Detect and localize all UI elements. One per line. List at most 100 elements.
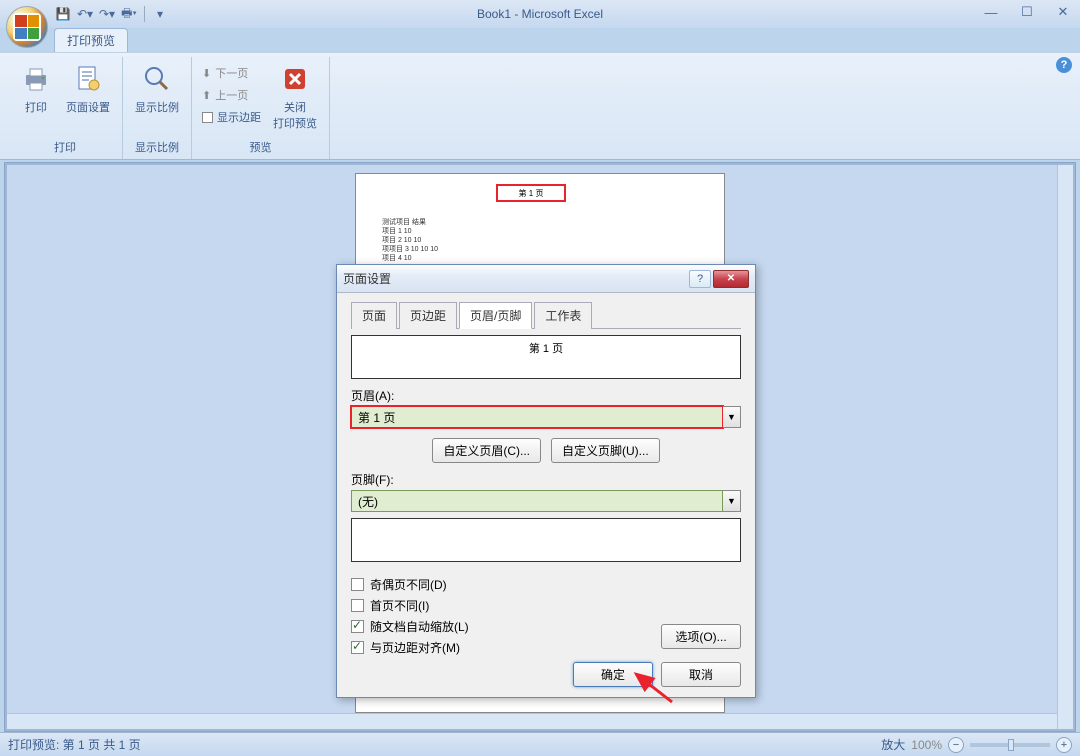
zoom-thumb[interactable] xyxy=(1008,739,1014,751)
zoom-in-button[interactable]: + xyxy=(1056,737,1072,753)
zoom-out-button[interactable]: − xyxy=(948,737,964,753)
page-setup-label: 页面设置 xyxy=(66,99,110,115)
window-title: Book1 - Microsoft Excel xyxy=(477,7,603,21)
tab-sheet[interactable]: 工作表 xyxy=(534,302,592,329)
status-right: 放大 100% − + xyxy=(881,736,1072,753)
dialog-titlebar[interactable]: 页面设置 ? ✕ xyxy=(337,265,755,293)
print-button[interactable]: 打印 xyxy=(14,59,58,119)
quick-access-toolbar: 💾 ↶▾ ↷▾ 🖶▾ ▾ xyxy=(54,5,169,23)
prev-page-button: ⬆ 上一页 xyxy=(198,85,265,105)
header-combo[interactable]: 第 1 页 ▼ xyxy=(351,406,741,428)
close-button[interactable]: ✕ xyxy=(1052,3,1074,21)
dialog-body: 页面 页边距 页眉/页脚 工作表 第 1 页 页眉(A): 第 1 页 ▼ 自定… xyxy=(337,293,755,664)
page-setup-button[interactable]: 页面设置 xyxy=(60,59,116,119)
custom-header-button[interactable]: 自定义页眉(C)... xyxy=(432,438,541,463)
footer-preview xyxy=(351,518,741,562)
page-setup-dialog: 页面设置 ? ✕ 页面 页边距 页眉/页脚 工作表 第 1 页 页眉(A): 第… xyxy=(336,264,756,698)
dialog-title: 页面设置 xyxy=(343,270,391,287)
print-label: 打印 xyxy=(25,99,47,115)
dialog-tabs: 页面 页边距 页眉/页脚 工作表 xyxy=(351,301,741,329)
dialog-help-button[interactable]: ? xyxy=(689,270,711,288)
qat-customize-icon[interactable]: ▾ xyxy=(151,5,169,23)
odd-even-checkbox[interactable]: 奇偶页不同(D) xyxy=(351,576,741,593)
printer-icon xyxy=(20,63,52,95)
options-button[interactable]: 选项(O)... xyxy=(661,624,741,649)
group-zoom-label: 显示比例 xyxy=(135,137,179,157)
next-page-label: 下一页 xyxy=(215,65,248,81)
scale-doc-label: 随文档自动缩放(L) xyxy=(370,618,469,635)
dialog-close-button[interactable]: ✕ xyxy=(713,270,749,288)
content-title: 测试项目 结果 xyxy=(382,218,438,227)
qat-print-icon[interactable]: 🖶▾ xyxy=(120,5,138,23)
ribbon-group-preview: ⬇ 下一页 ⬆ 上一页 显示边距 关闭打印预览 预览 xyxy=(192,57,330,159)
page-header-text: 第 1 页 xyxy=(519,188,544,199)
page-content: 测试项目 结果 项目 1 10 项目 2 10 10 项项目 3 10 10 1… xyxy=(382,218,438,263)
chevron-down-icon[interactable]: ▼ xyxy=(723,490,741,512)
status-left: 打印预览: 第 1 页 共 1 页 xyxy=(8,736,141,753)
zoom-button[interactable]: 显示比例 xyxy=(129,59,185,119)
odd-even-label: 奇偶页不同(D) xyxy=(370,576,447,593)
close-preview-label: 关闭打印预览 xyxy=(273,99,317,131)
zoom-label[interactable]: 放大 xyxy=(881,736,905,753)
maximize-button[interactable]: ☐ xyxy=(1016,3,1038,21)
qat-separator xyxy=(144,6,145,22)
zoom-slider[interactable] xyxy=(970,743,1050,747)
checkbox-icon xyxy=(351,578,364,591)
zoom-label: 显示比例 xyxy=(135,99,179,115)
tab-page[interactable]: 页面 xyxy=(351,302,397,329)
prev-page-icon: ⬆ xyxy=(202,89,211,102)
status-bar: 打印预览: 第 1 页 共 1 页 放大 100% − + xyxy=(0,732,1080,756)
ok-button[interactable]: 确定 xyxy=(573,662,653,687)
group-preview-label: 预览 xyxy=(250,137,272,157)
custom-footer-button[interactable]: 自定义页脚(U)... xyxy=(551,438,660,463)
next-page-icon: ⬇ xyxy=(202,67,211,80)
checkbox-icon xyxy=(351,641,364,654)
minimize-button[interactable]: — xyxy=(980,3,1002,21)
group-print-label: 打印 xyxy=(54,137,76,157)
zoom-percent[interactable]: 100% xyxy=(911,738,942,752)
content-row: 项目 1 10 xyxy=(382,227,438,236)
ribbon-group-zoom: 显示比例 显示比例 xyxy=(123,57,192,159)
cancel-button[interactable]: 取消 xyxy=(661,662,741,687)
checkbox-icon xyxy=(351,599,364,612)
show-margins-label: 显示边距 xyxy=(217,109,261,125)
dialog-footer: 确定 取消 xyxy=(573,662,741,687)
content-row: 项目 2 10 10 xyxy=(382,236,438,245)
magnifier-icon xyxy=(141,63,173,95)
horizontal-scrollbar[interactable] xyxy=(7,713,1057,729)
close-preview-icon xyxy=(279,63,311,95)
page-setup-icon xyxy=(72,63,104,95)
redo-icon[interactable]: ↷▾ xyxy=(98,5,116,23)
next-page-button: ⬇ 下一页 xyxy=(198,63,265,83)
chevron-down-icon[interactable]: ▼ xyxy=(723,406,741,428)
content-row: 项项目 3 10 10 10 xyxy=(382,245,438,254)
show-margins-checkbox[interactable]: 显示边距 xyxy=(198,107,265,127)
footer-field-label: 页脚(F): xyxy=(351,471,741,488)
window-controls: — ☐ ✕ xyxy=(980,3,1074,21)
help-icon[interactable]: ? xyxy=(1056,57,1072,73)
ribbon-group-print: 打印 页面设置 打印 xyxy=(8,57,123,159)
align-margins-label: 与页边距对齐(M) xyxy=(370,639,460,656)
save-icon[interactable]: 💾 xyxy=(54,5,72,23)
first-diff-checkbox[interactable]: 首页不同(I) xyxy=(351,597,741,614)
office-logo-icon xyxy=(13,13,41,41)
tab-print-preview[interactable]: 打印预览 xyxy=(54,28,128,52)
tab-margins[interactable]: 页边距 xyxy=(399,302,457,329)
footer-combo[interactable]: (无) ▼ xyxy=(351,490,741,512)
header-combo-input[interactable]: 第 1 页 xyxy=(351,406,723,428)
first-diff-label: 首页不同(I) xyxy=(370,597,429,614)
title-bar: 💾 ↶▾ ↷▾ 🖶▾ ▾ Book1 - Microsoft Excel — ☐… xyxy=(0,0,1080,28)
prev-page-label: 上一页 xyxy=(215,87,248,103)
vertical-scrollbar[interactable] xyxy=(1057,165,1073,729)
header-field-label: 页眉(A): xyxy=(351,387,741,404)
tab-header-footer[interactable]: 页眉/页脚 xyxy=(459,302,532,329)
close-preview-button[interactable]: 关闭打印预览 xyxy=(267,59,323,135)
undo-icon[interactable]: ↶▾ xyxy=(76,5,94,23)
office-button[interactable] xyxy=(6,6,48,48)
ribbon: ? 打印 页面设置 打印 显示比例 xyxy=(0,52,1080,160)
footer-combo-input[interactable]: (无) xyxy=(351,490,723,512)
checkbox-icon xyxy=(351,620,364,633)
content-row: 项目 4 10 xyxy=(382,254,438,263)
header-preview: 第 1 页 xyxy=(351,335,741,379)
header-preview-text: 第 1 页 xyxy=(529,340,563,356)
